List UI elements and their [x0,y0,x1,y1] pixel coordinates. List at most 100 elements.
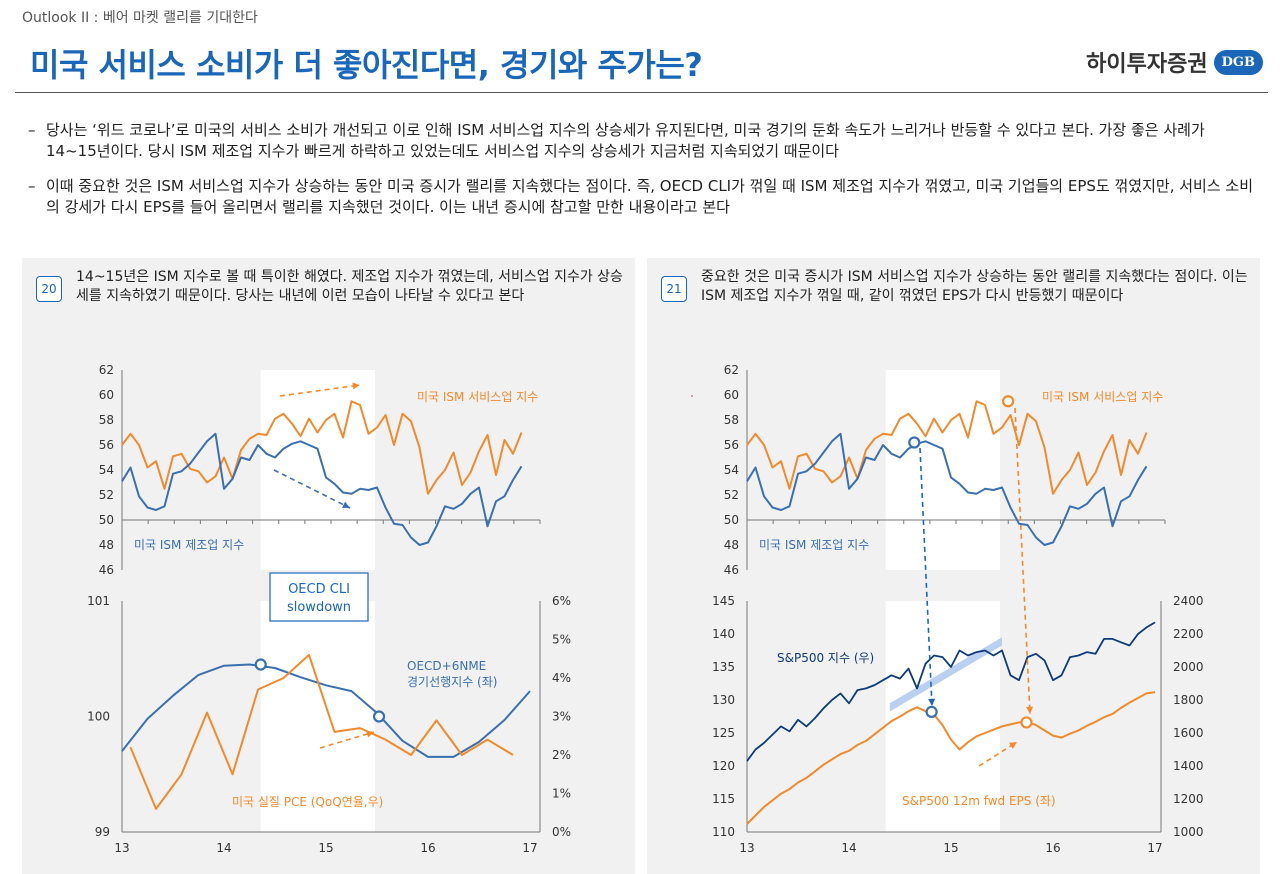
y-tick-label-right: 1000 [1173,825,1204,839]
highlight-band [260,370,375,570]
y-tick-label: 48 [724,538,739,552]
series-line-manufacturing [121,432,523,546]
y-tick-label: 50 [724,513,739,527]
y-tick-label: 62 [99,363,114,377]
marker-manufacturing-peak [908,436,921,449]
bullet-text: 이때 중요한 것은 ISM 서비스업 지수가 상승하는 동안 미국 증시가 랠리… [46,177,1253,216]
report-kicker: Outlook II : 베어 마켓 랠리를 기대한다 [22,10,258,26]
marker-eps-trough [925,705,938,718]
annotation-text: OECD CLI [288,582,350,597]
bullet-dash: – [28,121,36,139]
y-tick-label: 58 [724,413,739,427]
y-tick-label-left: 120 [712,759,735,773]
y-tick-label: 46 [99,563,114,577]
series-label-oecd-cli: 경기선행지수 (좌) [407,674,497,689]
trend-arrow-pce-head [366,730,374,738]
highlight-band [885,601,1000,832]
stray-dot [691,395,693,397]
y-tick-label-right: 6% [552,594,571,608]
logo-text: 하이투자증권 [1086,52,1208,77]
figure-caption: 14~15년은 ISM 지수로 볼 때 특이한 해였다. 제조업 지수가 꺾였는… [76,269,623,304]
x-tick-label: 15 [318,841,333,855]
x-tick-label: 16 [1045,841,1060,855]
y-tick-label-left: 135 [712,660,735,674]
y-tick-label-right: 3% [552,710,571,724]
y-tick-label: 54 [724,463,739,477]
series-label-services: 미국 ISM 서비스업 지수 [417,390,538,404]
series-label-services: 미국 ISM 서비스업 지수 [1042,390,1163,404]
header-divider [15,92,1268,93]
y-tick-label: 56 [99,438,114,452]
y-tick-label-right: 1800 [1173,693,1204,707]
x-tick-label: 17 [1147,841,1162,855]
series-label-eps: S&P500 12m fwd EPS (좌) [902,794,1056,808]
y-tick-label: 58 [99,413,114,427]
y-tick-label-left: 100 [87,710,110,724]
series-line-sp500 [746,621,1156,762]
figure-caption: 중요한 것은 미국 증시가 ISM 서비스업 지수가 상승하는 동안 랠리를 지… [701,269,1248,304]
page-title: 미국 서비스 소비가 더 좋아진다면, 경기와 주가는? [30,46,703,84]
y-tick-label: 48 [99,538,114,552]
x-tick-label: 17 [522,841,537,855]
figure-panel-right: 21 중요한 것은 미국 증시가 ISM 서비스업 지수가 상승하는 동안 랠리… [647,258,1260,874]
y-tick-label-left: 101 [87,594,110,608]
trend-arrow-eps [978,741,1018,767]
y-tick-label-left: 125 [712,726,735,740]
series-label-sp500: S&P500 지수 (우) [777,651,874,665]
figure-number: 21 [661,276,687,302]
y-tick-label: 56 [724,438,739,452]
link-arrow-services-head [1026,706,1034,714]
x-tick-label: 13 [114,841,129,855]
y-tick-label-left: 115 [712,792,735,806]
series-line-eps [746,691,1156,825]
y-tick-label-left: 145 [712,594,735,608]
series-label-pce: 미국 실질 PCE (QoQ연율,우) [232,795,383,809]
y-tick-label-right: 1% [552,787,571,801]
y-tick-label-right: 1200 [1173,792,1204,806]
bullet-item: – 당사는 ‘위드 코로나’로 미국의 서비스 소비가 개선되고 이로 인해 I… [28,120,1260,162]
y-tick-label: 52 [99,488,114,502]
highlight-band [885,370,1000,570]
link-arrow-services [1014,407,1031,715]
marker-eps-rebound [1020,716,1033,729]
y-tick-label: 60 [99,388,114,402]
y-tick-label-right: 5% [552,633,571,647]
y-tick-label-left: 99 [95,825,110,839]
trend-arrow-manufacturing-head [342,501,350,508]
trend-band-sp500 [889,637,1002,712]
link-arrow-manufacturing [919,447,933,707]
trend-arrow-pce [319,731,375,749]
y-tick-label-right: 2% [552,748,571,762]
y-tick-label-right: 1600 [1173,726,1204,740]
series-label-manufacturing: 미국 ISM 제조업 지수 [759,538,869,552]
y-tick-label-left: 140 [712,627,735,641]
y-tick-label-right: 2200 [1173,627,1204,641]
series-label-oecd-cli: OECD+6NME [407,659,486,673]
y-tick-label-right: 0% [552,825,571,839]
x-tick-label: 16 [420,841,435,855]
annotation-text: slowdown [287,600,351,615]
series-line-manufacturing [746,432,1148,546]
figure-number: 20 [36,276,62,302]
highlight-band [260,601,375,832]
figure-panel-left: 20 14~15년은 ISM 지수로 볼 때 특이한 해였다. 제조업 지수가 … [22,258,635,874]
y-tick-label-left: 110 [712,825,735,839]
x-tick-label: 14 [841,841,856,855]
y-tick-label-right: 2400 [1173,594,1204,608]
link-arrow-manufacturing-head [928,698,936,706]
brand-logo: 하이투자증권 DGB [1086,46,1263,78]
marker-services-peak [1002,395,1015,408]
x-tick-label: 15 [943,841,958,855]
y-tick-label-right: 1400 [1173,759,1204,773]
marker-cli-peak [254,658,267,671]
x-tick-label: 14 [216,841,231,855]
y-tick-label-right: 2000 [1173,660,1204,674]
y-tick-label: 52 [724,488,739,502]
trend-arrow-services [279,384,361,397]
y-tick-label: 50 [99,513,114,527]
bullet-dash: – [28,177,36,195]
series-label-manufacturing: 미국 ISM 제조업 지수 [134,538,244,552]
trend-arrow-eps-head [1009,742,1017,749]
